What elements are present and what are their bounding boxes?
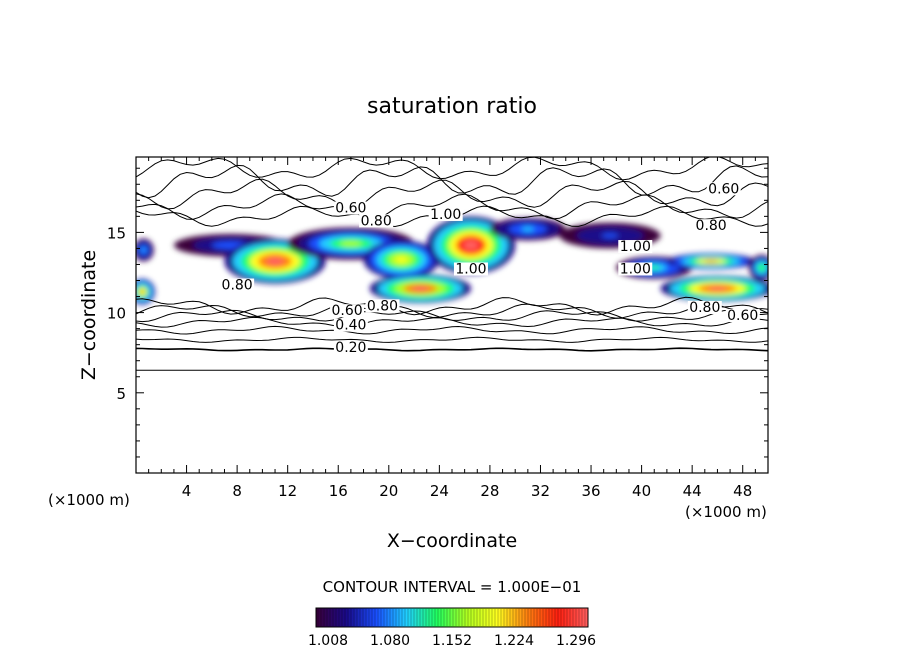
- contour-label: 0.80: [689, 300, 720, 316]
- saturation-region: [521, 227, 535, 232]
- contour-line: [136, 193, 768, 220]
- saturation-region: [221, 243, 241, 248]
- contour-label: 0.60: [335, 201, 366, 217]
- colorbar-tick-label: 1.296: [556, 633, 596, 649]
- colorbar-tick-label: 1.008: [308, 633, 348, 649]
- saturation-region: [395, 256, 408, 263]
- contour-line: [136, 347, 768, 352]
- x-unit-right: (×1000 m): [685, 503, 767, 521]
- x-tick-label: 28: [480, 482, 499, 500]
- contour-label-bg: [359, 214, 394, 228]
- contour-label-bg: [333, 341, 368, 355]
- contour-label-bg: [428, 207, 463, 221]
- contour-interval-label: CONTOUR INTERVAL = 1.000E−01: [323, 578, 582, 596]
- contour-line: [136, 336, 768, 343]
- contour-label: 0.80: [367, 298, 398, 314]
- contour-label-bg: [333, 318, 368, 332]
- contour-label-bg: [694, 219, 729, 233]
- contour-label: 0.60: [727, 308, 758, 324]
- chart-title: saturation ratio: [367, 94, 537, 119]
- colorbar-tick-label: 1.224: [494, 633, 534, 649]
- contour-label: 0.40: [335, 318, 366, 334]
- saturation-region: [463, 240, 479, 251]
- saturation-region: [340, 240, 362, 247]
- saturation-region: [141, 248, 146, 252]
- contour-line: [136, 309, 768, 323]
- contour-label: 0.60: [332, 303, 363, 319]
- saturation-region: [140, 289, 145, 294]
- x-tick-label: 12: [278, 482, 297, 500]
- contour-line: [136, 325, 768, 335]
- x-tick-labels: 4 8 12 16 20 24 28 32 36 40 44 48: [182, 482, 752, 500]
- contour-label-bg: [330, 304, 365, 318]
- axis-ticks: [136, 157, 768, 473]
- contour-label-bg: [365, 299, 400, 313]
- colorbar-tick-label: 1.152: [432, 633, 472, 649]
- saturation-region: [703, 259, 719, 263]
- contour-label-bg: [618, 240, 653, 254]
- x-tick-label: 36: [581, 482, 600, 500]
- x-tick-label: 44: [683, 482, 702, 500]
- contour-line: [136, 164, 768, 199]
- x-unit-left: (×1000 m): [48, 491, 130, 509]
- contour-label: 0.60: [708, 181, 739, 197]
- x-tick-label: 20: [379, 482, 398, 500]
- contour-label: 1.00: [620, 261, 651, 277]
- contour-label: 1.00: [620, 239, 651, 255]
- x-tick-label: 48: [733, 482, 752, 500]
- x-tick-label: 8: [232, 482, 242, 500]
- contour-label-bg: [725, 309, 760, 323]
- x-tick-label: 24: [430, 482, 449, 500]
- y-tick-labels: 5 10 15: [107, 224, 126, 402]
- contour-label-bg: [706, 182, 741, 196]
- contour-line: [136, 178, 768, 210]
- contour-label-bg: [687, 300, 722, 314]
- y-axis-label: Z−coordinate: [78, 250, 100, 380]
- colorbar-stripes: [317, 609, 586, 626]
- y-tick-label: 5: [116, 385, 126, 403]
- x-tick-label: 16: [329, 482, 348, 500]
- saturation-region: [759, 265, 764, 270]
- saturation-region: [266, 257, 284, 266]
- contour-label-bg: [618, 262, 653, 276]
- y-tick-label: 15: [107, 224, 126, 242]
- x-tick-label: 32: [531, 482, 550, 500]
- saturation-region: [411, 286, 429, 291]
- contour-label-bg: [220, 278, 255, 292]
- x-tick-label: 40: [632, 482, 651, 500]
- contour-label: 0.80: [696, 218, 727, 234]
- colorbar: [315, 607, 589, 628]
- contour-line: [136, 303, 768, 319]
- colorbar-tick-label: 1.080: [370, 633, 410, 649]
- contour-label-bg: [333, 201, 368, 215]
- contour-label: 0.20: [335, 340, 366, 356]
- colorbar-labels: 1.008 1.080 1.152 1.224 1.296: [308, 633, 596, 649]
- contour-label: 1.00: [430, 207, 461, 223]
- y-tick-label: 10: [107, 305, 126, 323]
- contour-label: 1.00: [455, 261, 486, 277]
- contour-label: 0.80: [222, 278, 253, 294]
- contour-label-bg: [453, 262, 488, 276]
- contour-labels: 0.600.600.80 1.000.801.001.00 1.000.800.60…: [220, 181, 760, 356]
- contour-line: [136, 316, 768, 328]
- contour-line: [136, 296, 768, 316]
- x-axis-label: X−coordinate: [387, 530, 517, 552]
- supersaturation-fill: [136, 216, 768, 305]
- plot-frame: [135, 156, 769, 474]
- saturation-region: [707, 286, 727, 291]
- contour-label: 0.80: [361, 213, 392, 229]
- x-tick-label: 4: [182, 482, 192, 500]
- saturation-region: [601, 233, 619, 238]
- contour-line: [136, 157, 768, 181]
